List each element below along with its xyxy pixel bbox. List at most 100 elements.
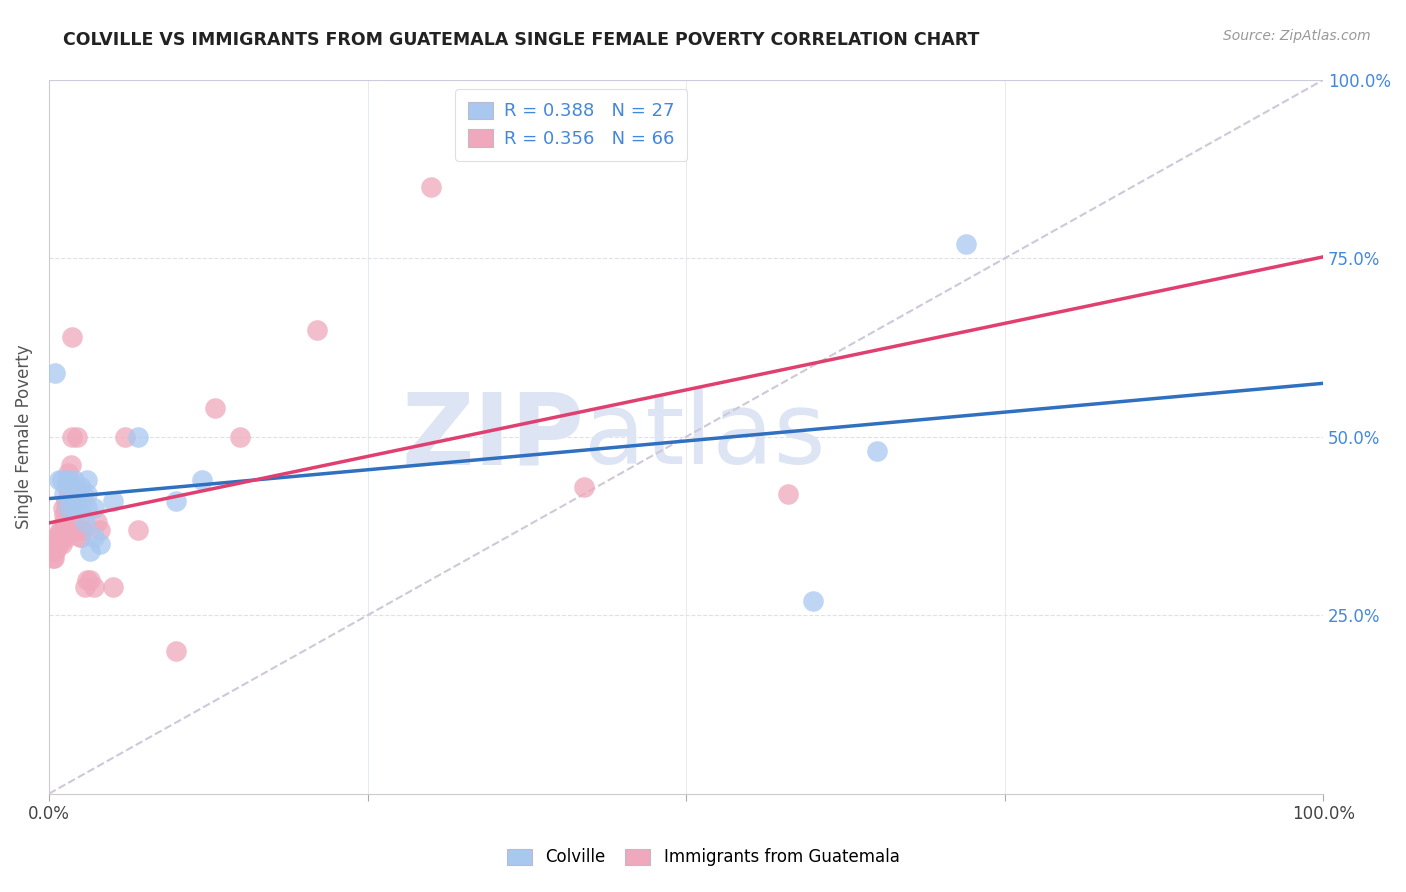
Point [56, 480, 79, 494]
Point [305, 323, 328, 337]
Point [101, 580, 124, 594]
Text: atlas: atlas [583, 388, 825, 485]
Point [420, 180, 443, 194]
Point [127, 430, 149, 444]
Point [65, 501, 87, 516]
Point [165, 494, 187, 508]
Point [42, 551, 65, 566]
Point [76, 487, 98, 501]
Point [46, 537, 69, 551]
Point [59, 494, 82, 508]
Point [63, 516, 86, 530]
Text: Source: ZipAtlas.com: Source: ZipAtlas.com [1223, 29, 1371, 43]
Point [55, 523, 77, 537]
Point [89, 537, 111, 551]
Legend: Colville, Immigrants from Guatemala: Colville, Immigrants from Guatemala [501, 842, 905, 873]
Point [866, 444, 889, 458]
Point [79, 573, 101, 587]
Point [56, 501, 79, 516]
Point [127, 523, 149, 537]
Point [45, 530, 67, 544]
Y-axis label: Single Female Poverty: Single Female Poverty [15, 344, 32, 529]
Point [45, 537, 67, 551]
Point [48, 473, 70, 487]
Point [53, 508, 76, 523]
Point [63, 473, 86, 487]
Point [58, 501, 80, 516]
Point [55, 494, 77, 508]
Point [204, 401, 226, 416]
Point [73, 580, 96, 594]
Point [42, 537, 65, 551]
Point [56, 530, 79, 544]
Point [69, 501, 91, 516]
Point [114, 430, 136, 444]
Point [55, 501, 77, 516]
Point [83, 501, 105, 516]
Point [53, 516, 76, 530]
Point [42, 551, 65, 566]
Point [191, 473, 214, 487]
Point [73, 516, 96, 530]
Point [86, 516, 108, 530]
Legend: R = 0.388   N = 27, R = 0.356   N = 66: R = 0.388 N = 27, R = 0.356 N = 66 [456, 89, 688, 161]
Point [56, 473, 79, 487]
Point [66, 430, 89, 444]
Point [52, 501, 75, 516]
Point [63, 480, 86, 494]
Point [572, 480, 595, 494]
Point [44, 544, 66, 558]
Point [66, 494, 89, 508]
Point [83, 530, 105, 544]
Point [72, 487, 94, 501]
Point [46, 530, 69, 544]
Point [63, 501, 86, 516]
Point [49, 530, 72, 544]
Point [58, 487, 80, 501]
Point [56, 466, 79, 480]
Point [803, 594, 825, 608]
Point [56, 473, 79, 487]
Point [44, 544, 66, 558]
Point [49, 523, 72, 537]
Point [229, 430, 252, 444]
Point [776, 487, 799, 501]
Point [69, 480, 91, 494]
Point [44, 537, 66, 551]
Point [48, 530, 70, 544]
Point [955, 237, 977, 252]
Text: ZIP: ZIP [401, 388, 583, 485]
Point [51, 523, 73, 537]
Point [89, 523, 111, 537]
Point [69, 530, 91, 544]
Point [51, 537, 73, 551]
Point [69, 523, 91, 537]
Point [60, 430, 83, 444]
Point [60, 480, 83, 494]
Point [44, 530, 66, 544]
Point [76, 473, 98, 487]
Point [101, 494, 124, 508]
Point [70, 523, 93, 537]
Point [51, 530, 73, 544]
Point [56, 480, 79, 494]
Point [51, 473, 73, 487]
Point [76, 573, 98, 587]
Point [42, 544, 65, 558]
Point [76, 501, 98, 516]
Point [79, 544, 101, 558]
Point [69, 530, 91, 544]
Point [59, 458, 82, 473]
Point [48, 537, 70, 551]
Point [66, 480, 89, 494]
Point [44, 366, 66, 380]
Text: COLVILLE VS IMMIGRANTS FROM GUATEMALA SINGLE FEMALE POVERTY CORRELATION CHART: COLVILLE VS IMMIGRANTS FROM GUATEMALA SI… [63, 31, 980, 49]
Point [67, 516, 90, 530]
Point [52, 523, 75, 537]
Point [62, 523, 84, 537]
Point [53, 487, 76, 501]
Point [165, 644, 187, 658]
Point [83, 580, 105, 594]
Point [60, 330, 83, 344]
Point [42, 544, 65, 558]
